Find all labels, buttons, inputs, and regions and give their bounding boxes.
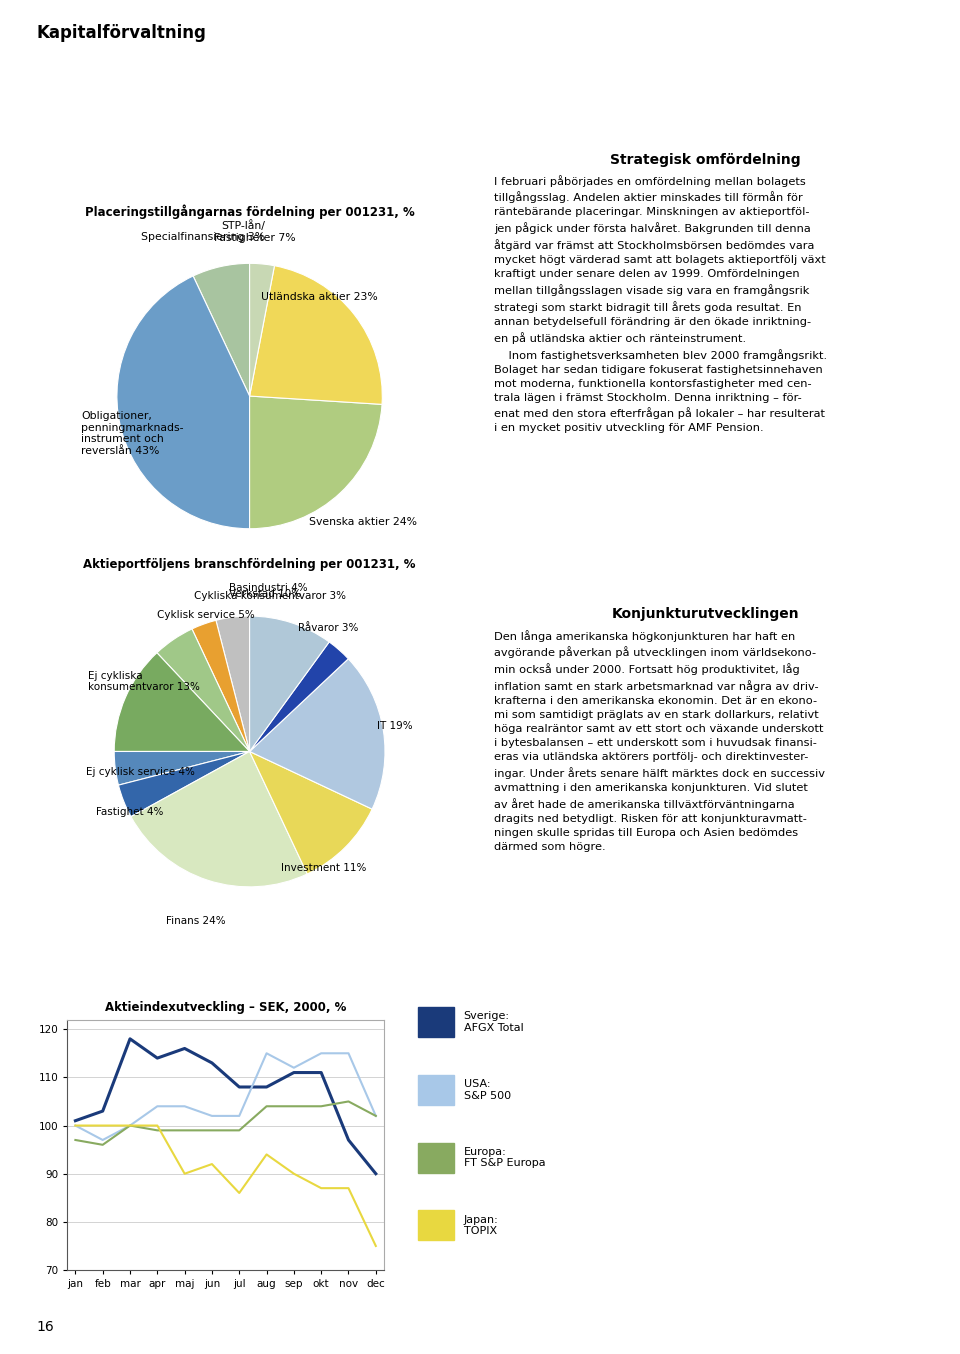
Text: Cykliska konsumentvaror 3%: Cykliska konsumentvaror 3%: [194, 592, 346, 601]
Wedge shape: [114, 751, 250, 785]
Text: Ej cykliska
konsumentvaror 13%: Ej cykliska konsumentvaror 13%: [88, 670, 200, 692]
Text: Verkstad 10%: Verkstad 10%: [228, 589, 300, 600]
Title: Aktieportföljens branschfördelning per 001231, %: Aktieportföljens branschfördelning per 0…: [84, 558, 416, 571]
Wedge shape: [131, 751, 307, 887]
Text: Ej cyklisk service 4%: Ej cyklisk service 4%: [85, 768, 195, 777]
Wedge shape: [250, 395, 382, 529]
Text: Den långa amerikanska högkonjunkturen har haft en
avgörande påverkan på utveckli: Den långa amerikanska högkonjunkturen ha…: [494, 630, 826, 852]
Wedge shape: [250, 616, 329, 751]
Text: STP-lån/
Specialfinansiering 3%: STP-lån/ Specialfinansiering 3%: [141, 219, 265, 242]
Text: Japan:
TOPIX: Japan: TOPIX: [464, 1215, 498, 1236]
Text: IT 19%: IT 19%: [377, 720, 413, 731]
Text: Cyklisk service 5%: Cyklisk service 5%: [156, 609, 254, 620]
Text: Fastigheter 7%: Fastigheter 7%: [214, 233, 296, 244]
Text: Obligationer,
penningmarknads-
instrument och
reverslån 43%: Obligationer, penningmarknads- instrumen…: [82, 412, 183, 456]
Title: Aktieindexutveckling – SEK, 2000, %: Aktieindexutveckling – SEK, 2000, %: [105, 1001, 347, 1014]
Wedge shape: [192, 620, 250, 751]
Text: Finans 24%: Finans 24%: [166, 917, 226, 926]
Wedge shape: [193, 263, 250, 395]
Title: Placeringstillgångarnas fördelning per 001231, %: Placeringstillgångarnas fördelning per 0…: [84, 204, 415, 219]
Text: Fastighet 4%: Fastighet 4%: [96, 807, 163, 818]
Wedge shape: [156, 630, 250, 751]
Text: Kapitalförvaltning: Kapitalförvaltning: [36, 24, 206, 42]
Wedge shape: [250, 659, 385, 810]
Text: Råvaror 3%: Råvaror 3%: [299, 623, 359, 632]
Wedge shape: [118, 751, 250, 816]
Wedge shape: [250, 265, 382, 405]
Text: Sverige:
AFGX Total: Sverige: AFGX Total: [464, 1011, 523, 1033]
Text: Utländska aktier 23%: Utländska aktier 23%: [261, 292, 377, 302]
Text: Investment 11%: Investment 11%: [281, 864, 367, 873]
Wedge shape: [250, 642, 348, 751]
Text: Europa:
FT S&P Europa: Europa: FT S&P Europa: [464, 1147, 545, 1169]
Text: I februari påbörjades en omfördelning mellan bolagets
tillgångsslag. Andelen akt: I februari påbörjades en omfördelning me…: [494, 175, 828, 433]
Text: USA:
S&P 500: USA: S&P 500: [464, 1079, 511, 1101]
Wedge shape: [114, 653, 250, 751]
Wedge shape: [117, 276, 250, 529]
Text: 16: 16: [36, 1320, 54, 1334]
Wedge shape: [250, 751, 372, 873]
Text: Strategisk omfördelning: Strategisk omfördelning: [611, 153, 801, 167]
Wedge shape: [250, 263, 275, 395]
Text: Konjunkturutvecklingen: Konjunkturutvecklingen: [612, 607, 800, 620]
Text: Basindustri 4%: Basindustri 4%: [228, 582, 307, 593]
Wedge shape: [216, 616, 250, 751]
Text: Svenska aktier 24%: Svenska aktier 24%: [309, 517, 418, 527]
